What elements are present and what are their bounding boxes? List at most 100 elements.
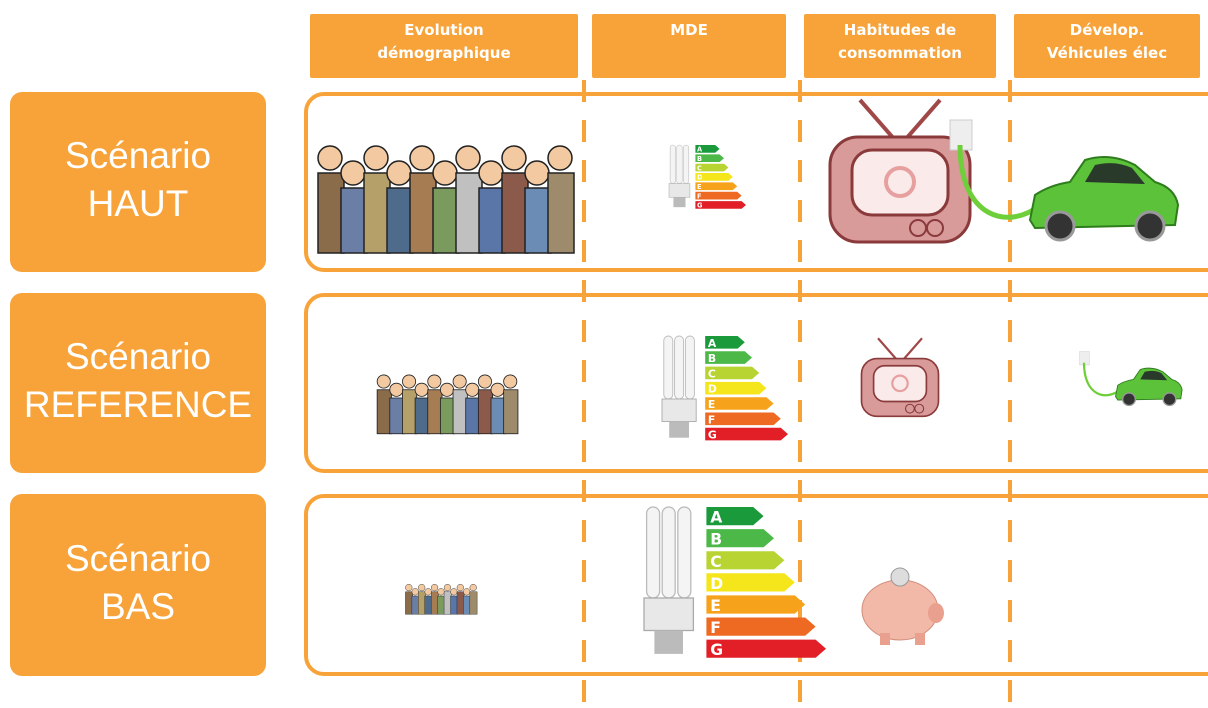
person-body xyxy=(469,591,478,615)
person-body xyxy=(427,389,443,435)
energy-bar xyxy=(705,381,767,395)
person-body xyxy=(547,172,575,254)
column-header-text: Véhicules élec xyxy=(1047,44,1167,62)
person-body xyxy=(490,397,506,435)
person-body xyxy=(501,172,529,254)
charging-cable xyxy=(957,144,1042,220)
energy-letter: C xyxy=(697,164,702,172)
person-body xyxy=(503,389,519,435)
person-body xyxy=(317,172,345,254)
person-head xyxy=(432,160,458,186)
person-head xyxy=(340,160,366,186)
person-head xyxy=(437,588,445,596)
scenario-text: Scénario xyxy=(65,135,211,176)
column-header xyxy=(310,14,578,78)
energy-bar xyxy=(695,182,738,191)
scenario-text: BAS xyxy=(101,586,175,627)
energy-bar xyxy=(695,154,724,163)
crowd-illustration xyxy=(376,374,519,435)
energy-bar xyxy=(706,529,774,548)
person-head xyxy=(524,160,550,186)
person-head xyxy=(409,145,435,171)
energy-letter: G xyxy=(708,429,717,442)
energy-letter: D xyxy=(710,575,723,593)
person-body xyxy=(477,389,494,435)
scenario-text: REFERENCE xyxy=(24,384,252,425)
bulb-tube xyxy=(661,506,676,599)
energy-bar xyxy=(706,507,764,526)
electric-car-illustration xyxy=(949,119,1180,242)
person-head xyxy=(427,374,442,389)
column-header-text: Habitudes de xyxy=(844,21,956,39)
person-body xyxy=(402,389,418,435)
tv-antenna xyxy=(903,98,942,142)
pig-body xyxy=(861,579,939,641)
person-head xyxy=(477,374,492,389)
car-wheel xyxy=(1134,210,1166,242)
bulb-socket xyxy=(654,630,683,654)
person-body xyxy=(452,389,468,435)
charging-cable xyxy=(1082,362,1121,397)
energy-letter: B xyxy=(708,352,716,365)
bulb-base xyxy=(643,597,695,632)
person-body xyxy=(432,187,460,254)
energy-letter: A xyxy=(697,146,703,154)
energy-bar xyxy=(695,201,746,209)
person-head xyxy=(405,584,413,592)
person-head xyxy=(418,584,426,592)
energy-bar xyxy=(706,573,795,592)
energy-letter: A xyxy=(708,337,717,350)
pig-leg xyxy=(880,633,890,645)
energy-bar xyxy=(695,173,733,181)
energy-letter: C xyxy=(710,553,721,571)
person-body xyxy=(363,172,391,254)
energy-bar xyxy=(705,427,788,441)
scenario-text: Scénario xyxy=(65,538,211,579)
person-body xyxy=(443,591,452,615)
tv-knob xyxy=(926,219,944,237)
tv-swirl xyxy=(884,166,916,198)
energy-letter: F xyxy=(710,619,721,637)
crowd-illustration xyxy=(405,584,478,615)
energy-letter: G xyxy=(697,202,702,210)
electric-car-illustration xyxy=(1079,351,1183,407)
bulb-tube xyxy=(669,144,676,184)
car-wheel xyxy=(1122,392,1136,407)
person-body xyxy=(437,595,446,615)
bulb-base xyxy=(661,398,697,422)
bulb-tube xyxy=(683,144,690,184)
energy-bar xyxy=(695,191,742,200)
energy-letter: E xyxy=(710,597,721,615)
person-head xyxy=(376,374,391,389)
pig-leg xyxy=(915,633,925,645)
person-head xyxy=(430,584,439,592)
person-body xyxy=(524,187,552,254)
person-head xyxy=(478,160,504,186)
person-body xyxy=(409,172,437,254)
tv-illustration xyxy=(860,337,940,418)
person-head xyxy=(463,588,471,596)
bulb-tube xyxy=(674,335,685,400)
energy-bar xyxy=(695,145,720,153)
energy-bar xyxy=(706,551,785,570)
pig-snout xyxy=(928,603,944,623)
tv-antenna xyxy=(901,337,923,361)
person-body xyxy=(450,595,459,615)
person-head xyxy=(456,584,464,592)
person-head xyxy=(411,588,419,596)
energy-letter: D xyxy=(708,383,717,396)
energy-bar xyxy=(705,366,760,380)
person-head xyxy=(465,382,480,397)
person-body xyxy=(411,595,420,615)
bulb-base xyxy=(668,183,691,198)
energy-letter: D xyxy=(697,174,703,182)
car-window xyxy=(1085,163,1145,184)
person-head xyxy=(439,382,455,397)
scenario-label xyxy=(10,494,266,676)
column-header-text: Evolution xyxy=(404,21,483,39)
scenario-frame xyxy=(304,494,1208,676)
column-header xyxy=(1014,14,1200,78)
energy-bar xyxy=(705,336,745,349)
